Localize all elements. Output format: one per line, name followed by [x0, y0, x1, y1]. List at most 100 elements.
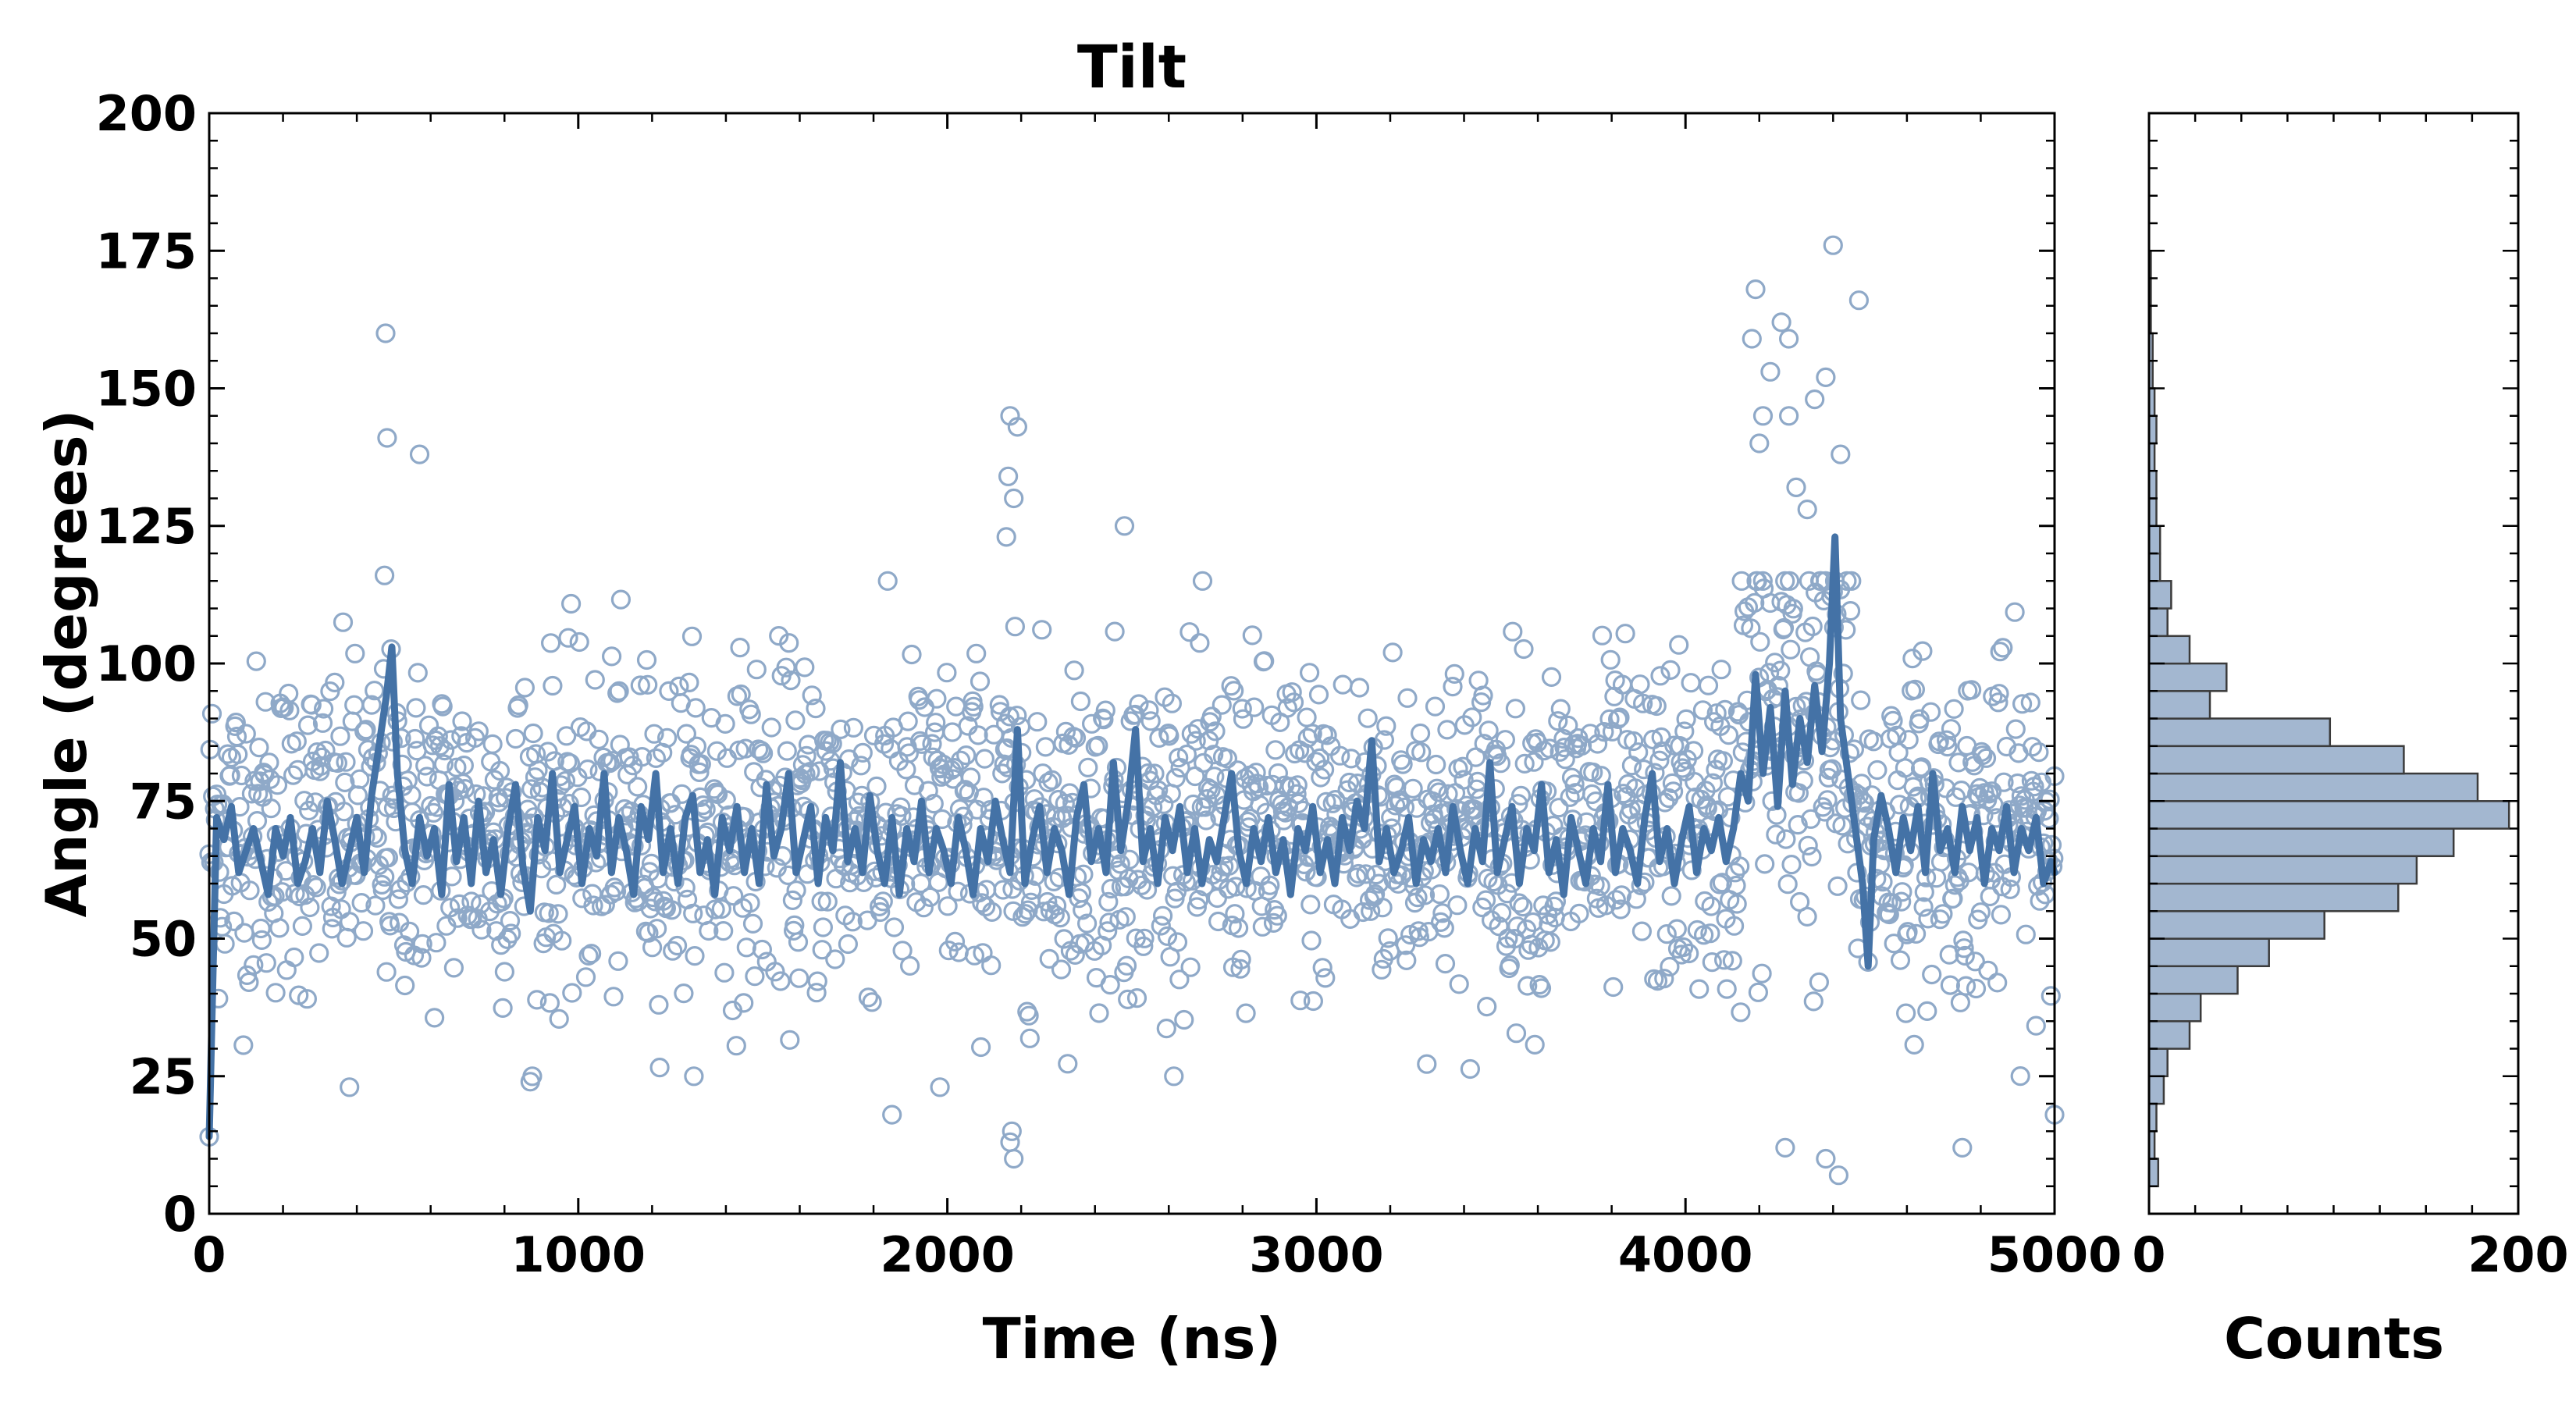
- scatter-point: [809, 761, 830, 781]
- scatter-point: [2005, 602, 2025, 622]
- scatter-point: [1712, 873, 1732, 893]
- scatter-point: [1802, 616, 1823, 637]
- scatter-point: [1994, 772, 2014, 792]
- scatter-point: [1781, 854, 1802, 875]
- scatter-point: [549, 1008, 569, 1030]
- scatter-point: [426, 933, 447, 953]
- scatter-point: [1290, 991, 1311, 1011]
- scatter-point: [1244, 697, 1265, 717]
- scatter-point: [714, 962, 735, 983]
- y-tick-label: 50: [130, 911, 197, 968]
- x-tick-label: 5000: [1987, 1226, 2122, 1283]
- scatter-point: [1513, 896, 1533, 917]
- scatter-point: [1397, 950, 1417, 971]
- histogram-bar: [2147, 800, 2510, 830]
- scatter-point: [1019, 1028, 1040, 1048]
- scatter-point: [454, 778, 475, 799]
- scatter-point: [1231, 949, 1251, 969]
- scatter-point: [1219, 855, 1240, 876]
- scatter-point: [1950, 992, 1970, 1012]
- running-average-line: [205, 533, 2058, 1140]
- scatter-point: [508, 695, 528, 716]
- scatter-point: [406, 698, 426, 718]
- scatter-point: [1558, 715, 1578, 736]
- scatter-point: [1660, 956, 1680, 977]
- scatter-point: [838, 934, 859, 955]
- scatter-point: [1904, 1034, 1924, 1055]
- scatter-point: [1891, 891, 1912, 912]
- scatter-point: [1917, 1001, 1937, 1022]
- scatter-point: [1167, 932, 1188, 952]
- scatter-point: [334, 802, 354, 822]
- scatter-point: [314, 699, 334, 719]
- scatter-point: [798, 735, 819, 755]
- scatter-point: [1555, 749, 1575, 770]
- scatter-point: [1297, 707, 1317, 727]
- scatter-point: [1134, 928, 1155, 948]
- histogram-bar: [2147, 662, 2228, 692]
- scatter-point: [1783, 599, 1803, 619]
- scatter-point: [1403, 778, 1423, 799]
- scatter-point: [434, 740, 455, 761]
- scatter-point: [249, 737, 269, 758]
- scatter-point: [993, 880, 1013, 900]
- scatter-point: [344, 695, 365, 715]
- scatter-point: [1944, 699, 1964, 719]
- scatter-point: [1990, 642, 2010, 662]
- scatter-point: [1044, 871, 1064, 892]
- scatter-point: [546, 874, 567, 895]
- scatter-point: [877, 571, 898, 591]
- scatter-point: [1624, 731, 1644, 752]
- scatter-point: [1038, 772, 1059, 793]
- scatter-point: [649, 994, 669, 1015]
- scatter-point: [1827, 876, 1848, 896]
- scatter-point: [1610, 707, 1630, 727]
- scatter-point: [1606, 890, 1626, 910]
- scatter-point: [1631, 921, 1652, 941]
- scatter-point: [412, 934, 432, 955]
- scatter-point: [1105, 621, 1125, 642]
- scatter-point: [1070, 691, 1091, 712]
- scatter-point: [1332, 674, 1353, 695]
- scatter-point: [2039, 808, 2059, 829]
- scatter-point: [1818, 767, 1838, 788]
- scatter-point: [228, 744, 248, 765]
- scatter-outlier-point: [1779, 406, 1799, 426]
- scatter-point: [390, 879, 411, 900]
- scatter-point: [1698, 675, 1719, 695]
- scatter-point: [782, 890, 803, 911]
- scatter-point: [705, 899, 725, 919]
- scatter-point: [1713, 751, 1733, 771]
- scatter-point: [1587, 734, 1608, 754]
- scatter-point: [1592, 625, 1613, 646]
- scatter-point: [1614, 784, 1634, 804]
- scatter-point: [1169, 969, 1190, 990]
- scatter-point: [1722, 951, 1742, 971]
- scatter-point: [1475, 890, 1496, 910]
- scatter-point: [843, 717, 864, 738]
- scatter-outlier-point: [375, 565, 395, 585]
- scatter-point: [1076, 913, 1098, 934]
- histogram-bar: [2147, 965, 2239, 995]
- scatter-point: [559, 793, 579, 814]
- scatter-point: [1966, 978, 1987, 999]
- y-tick-label: 175: [96, 222, 197, 279]
- scatter-point: [284, 947, 304, 968]
- scatter-point: [286, 731, 307, 752]
- scatter-point: [1005, 617, 1026, 637]
- scatter-point: [585, 670, 605, 690]
- scatter-point: [1504, 928, 1525, 949]
- scatter-point: [610, 589, 632, 610]
- scatter-point: [989, 695, 1009, 715]
- scatter-point: [1204, 745, 1224, 765]
- scatter-point: [365, 681, 385, 701]
- scatter-point: [1676, 709, 1696, 730]
- scatter-point: [1898, 922, 1918, 942]
- scatter-point: [862, 992, 882, 1012]
- scatter-point: [417, 767, 437, 787]
- histogram-bar: [2147, 1048, 2169, 1078]
- scatter-point: [1661, 886, 1681, 906]
- y-tick-label: 75: [130, 773, 197, 830]
- scatter-point: [1741, 618, 1761, 638]
